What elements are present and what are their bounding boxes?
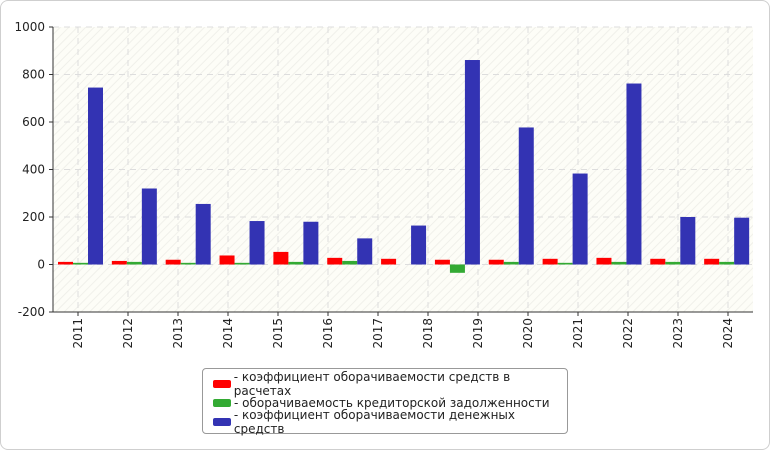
legend-label: - коэффициент оборачиваемости средств в …	[233, 369, 511, 398]
bar	[503, 261, 519, 265]
bar	[464, 60, 480, 265]
bar	[58, 261, 73, 265]
bar	[626, 83, 642, 265]
bar	[111, 260, 127, 265]
legend-item-receivables: - коэффициент оборачиваемости средств в …	[203, 370, 567, 398]
bar	[219, 255, 235, 265]
bar	[665, 261, 681, 265]
bar	[249, 221, 265, 265]
bar	[680, 217, 696, 265]
bar	[734, 217, 750, 265]
bar	[542, 258, 558, 265]
bar	[434, 259, 450, 265]
bar	[488, 259, 504, 265]
y-tick-label: 200	[22, 210, 45, 224]
bar	[572, 173, 588, 265]
bar	[234, 262, 250, 265]
x-tick-label: 2017	[371, 318, 385, 349]
bar	[357, 238, 373, 265]
bar	[141, 188, 157, 265]
y-tick-label: -200	[18, 305, 45, 319]
legend-label: - оборачиваемость кредиторской задолженн…	[234, 395, 550, 410]
legend-label: - коэффициент оборачиваемости денежных с…	[233, 407, 516, 436]
x-tick-label: 2014	[221, 318, 235, 349]
x-tick-label: 2015	[271, 318, 285, 349]
x-tick-label: 2024	[721, 318, 735, 349]
x-tick-label: 2013	[171, 318, 185, 349]
x-tick-label: 2016	[321, 318, 335, 349]
x-tick-label: 2022	[621, 318, 635, 349]
x-tick-label: 2020	[521, 318, 535, 349]
x-tick-label: 2021	[571, 318, 585, 349]
bar	[288, 261, 304, 265]
y-tick-label: 0	[37, 258, 45, 272]
x-tick-label: 2023	[671, 318, 685, 349]
legend-swatch	[213, 417, 231, 426]
bar	[303, 221, 319, 265]
x-tick-label: 2019	[471, 318, 485, 349]
bar	[449, 264, 465, 273]
bar	[650, 258, 666, 265]
y-tick-label: 1000	[14, 20, 45, 34]
bar	[557, 262, 573, 265]
x-tick-label: 2011	[71, 318, 85, 349]
bar	[180, 262, 196, 265]
bar	[719, 261, 735, 265]
legend-swatch	[213, 398, 231, 407]
bar	[596, 257, 612, 265]
y-tick-label: 400	[22, 163, 45, 177]
y-tick-label: 800	[22, 68, 45, 82]
x-tick-label: 2012	[121, 318, 135, 349]
bar	[195, 203, 211, 265]
bar	[518, 127, 534, 265]
legend-item-payables: - оборачиваемость кредиторской задолженн…	[203, 393, 567, 412]
bar	[411, 225, 427, 265]
y-tick-label: 600	[22, 115, 45, 129]
x-tick-label: 2018	[421, 318, 435, 349]
bar	[165, 259, 181, 265]
bar	[327, 257, 343, 265]
bar	[88, 87, 103, 265]
legend-swatch	[213, 379, 231, 388]
legend: - коэффициент оборачиваемости средств в …	[202, 368, 568, 436]
bar	[342, 260, 358, 265]
bar	[126, 261, 142, 265]
bar	[73, 262, 88, 265]
legend-item-cash: - коэффициент оборачиваемости денежных с…	[203, 408, 567, 436]
bar	[704, 258, 720, 265]
bar	[273, 251, 289, 265]
bar	[381, 258, 397, 265]
bar	[611, 261, 627, 265]
